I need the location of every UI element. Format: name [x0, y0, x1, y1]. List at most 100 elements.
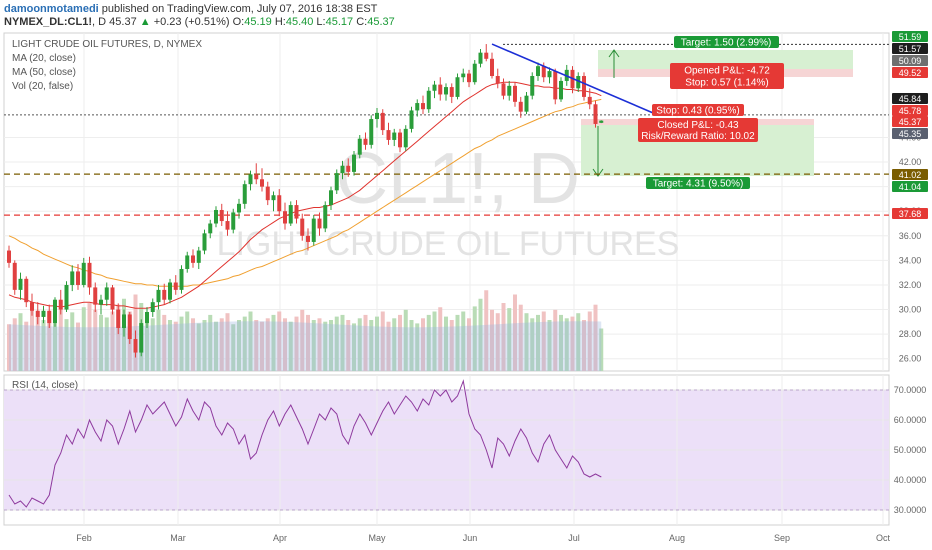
candle[interactable] — [294, 200, 299, 224]
candle[interactable] — [196, 246, 201, 269]
candle[interactable] — [24, 276, 29, 308]
candle[interactable] — [162, 283, 167, 305]
candle[interactable] — [553, 68, 558, 105]
candle[interactable] — [70, 265, 75, 292]
candle[interactable] — [81, 257, 86, 288]
candle[interactable] — [248, 170, 253, 191]
candle[interactable] — [593, 100, 598, 128]
candle[interactable] — [334, 169, 339, 195]
candle[interactable] — [93, 282, 98, 313]
candle[interactable] — [30, 293, 34, 316]
candle[interactable] — [219, 203, 224, 226]
candle[interactable] — [173, 275, 178, 295]
candle[interactable] — [472, 60, 477, 85]
candle[interactable] — [576, 72, 581, 92]
candle[interactable] — [398, 128, 402, 153]
candle[interactable] — [352, 150, 356, 176]
resistance-trendline[interactable] — [491, 43, 660, 117]
rsi-axis[interactable]: 30.0000 40.0000 50.0000 60.0000 70.0000 — [894, 385, 927, 515]
candle[interactable] — [12, 260, 17, 295]
candle[interactable] — [426, 87, 431, 113]
candle[interactable] — [185, 251, 190, 273]
candle[interactable] — [375, 107, 379, 128]
candle[interactable] — [438, 77, 443, 101]
candle[interactable] — [432, 80, 437, 99]
candle[interactable] — [559, 77, 563, 102]
candle[interactable] — [191, 249, 195, 268]
trendline[interactable] — [491, 43, 660, 117]
candle[interactable] — [225, 211, 230, 236]
candle[interactable] — [501, 78, 506, 100]
candle[interactable] — [484, 44, 489, 62]
candle[interactable] — [323, 201, 328, 233]
candle[interactable] — [444, 83, 448, 101]
long-labels[interactable]: Stop: 0.43 (0.95%) Closed P&L: -0.43 Ris… — [638, 104, 758, 190]
candle[interactable] — [461, 68, 466, 83]
candle[interactable] — [202, 229, 207, 255]
candle[interactable] — [214, 206, 218, 228]
candle[interactable] — [47, 304, 52, 328]
candle[interactable] — [237, 198, 241, 219]
candle[interactable] — [208, 219, 213, 239]
candle[interactable] — [156, 284, 161, 310]
short-labels[interactable]: Target: 1.50 (2.99%) Opened P&L: -4.72 S… — [670, 36, 784, 89]
candle[interactable] — [242, 180, 247, 209]
candle[interactable] — [530, 72, 535, 100]
candle[interactable] — [99, 294, 103, 315]
author-link[interactable]: damoonmotamedi — [4, 3, 99, 15]
candle[interactable] — [139, 319, 144, 357]
candle[interactable] — [254, 163, 259, 185]
candle[interactable] — [524, 91, 529, 115]
candle[interactable] — [116, 303, 121, 335]
candle[interactable] — [392, 128, 397, 147]
candle[interactable] — [415, 99, 420, 117]
candle[interactable] — [346, 158, 351, 177]
candle[interactable] — [386, 122, 391, 145]
candle[interactable] — [283, 202, 287, 230]
candle[interactable] — [179, 265, 184, 294]
candle[interactable] — [380, 109, 385, 136]
candles[interactable] — [7, 44, 604, 358]
candle[interactable] — [265, 181, 270, 206]
candle[interactable] — [478, 48, 483, 68]
candle[interactable] — [587, 88, 592, 110]
candle[interactable] — [536, 62, 540, 81]
candle[interactable] — [495, 68, 500, 89]
candle[interactable] — [64, 281, 69, 313]
candle[interactable] — [76, 264, 80, 290]
candle[interactable] — [145, 307, 149, 328]
candle[interactable] — [58, 289, 63, 315]
candle[interactable] — [329, 186, 333, 210]
candle[interactable] — [403, 125, 408, 151]
candle[interactable] — [300, 213, 305, 241]
candle[interactable] — [150, 298, 155, 317]
candle[interactable] — [357, 135, 362, 159]
candle[interactable] — [231, 208, 236, 234]
candle[interactable] — [455, 73, 460, 100]
candle[interactable] — [513, 82, 517, 107]
candle[interactable] — [311, 214, 316, 246]
candle[interactable] — [53, 297, 57, 327]
candle[interactable] — [369, 115, 374, 149]
candle[interactable] — [490, 52, 494, 79]
candle[interactable] — [35, 302, 40, 325]
candle[interactable] — [260, 168, 264, 192]
candle[interactable] — [168, 278, 172, 304]
candle[interactable] — [277, 189, 282, 217]
candle[interactable] — [409, 106, 414, 133]
candle[interactable] — [110, 284, 115, 315]
candle[interactable] — [306, 228, 310, 251]
candle[interactable] — [104, 282, 109, 306]
candle[interactable] — [87, 256, 92, 295]
candle[interactable] — [582, 72, 586, 101]
candle[interactable] — [363, 132, 368, 150]
time-axis[interactable]: Feb Mar Apr May Jun Jul Aug Sep Oct — [76, 533, 890, 543]
candle[interactable] — [507, 80, 512, 101]
candle[interactable] — [41, 305, 46, 324]
candle[interactable] — [127, 312, 132, 344]
candle[interactable] — [18, 272, 23, 300]
candle[interactable] — [271, 191, 276, 212]
candle[interactable] — [449, 83, 454, 104]
candle[interactable] — [421, 95, 425, 115]
